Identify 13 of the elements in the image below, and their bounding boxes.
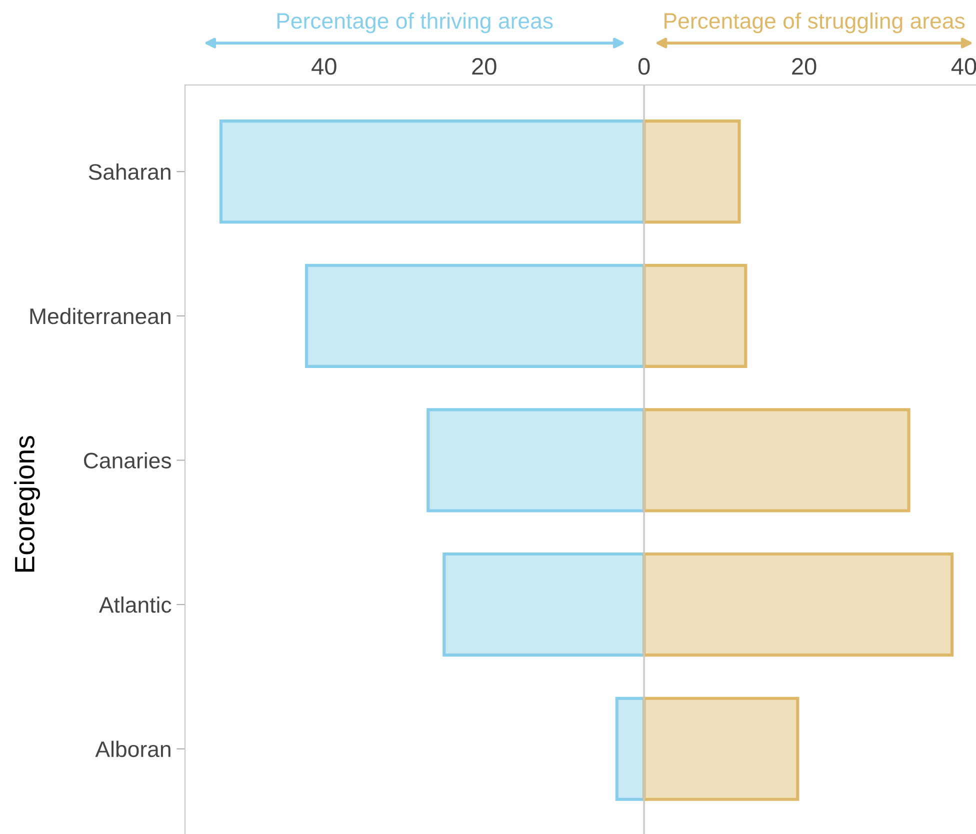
y-tick-label: Mediterranean [30,308,170,324]
y-tick-label: Alboran [95,740,170,758]
text: Percentage of thriving areas [277,12,553,34]
y-tick-label: Saharan [88,164,170,180]
y-tick-label: Atlantic [98,596,172,613]
x-tick-label: 40 [951,58,976,75]
y-axis-title: Ecoregions [14,436,40,572]
x-tick-label: 20 [792,58,816,75]
x-tick-label: 20 [472,58,496,75]
x-tick-label: 40 [312,58,336,75]
text: Percentage of struggling areas [664,12,965,34]
y-tick-label: Canaries [84,452,172,468]
x-tick-label: 0 [638,58,650,75]
